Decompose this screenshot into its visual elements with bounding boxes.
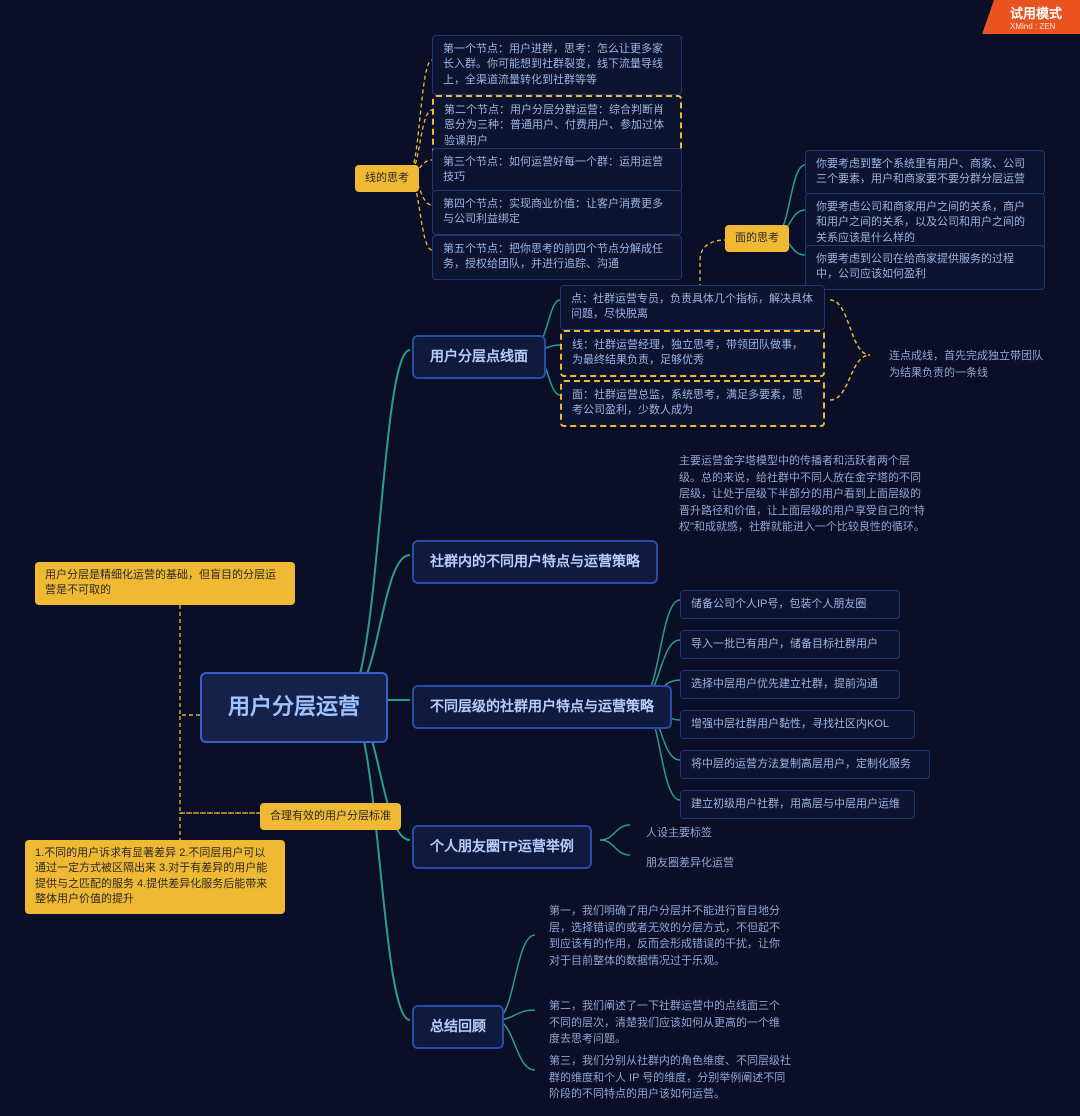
m1-label: 你要考虑到整个系统里有用户、商家、公司三个要素，用户和商家要不要分群分层运营 [816, 158, 1025, 185]
detail-p2[interactable]: 线：社群运营经理，独立思考，带领团队做事，为最终结果负责，足够优秀 [560, 330, 825, 377]
s3-2-label: 导入一批已有用户，储备目标社群用户 [691, 638, 878, 650]
detail-s4-1: 人设主要标签 [632, 817, 726, 850]
y3-label: 1.不同的用户诉求有显著差异 2.不同层用户可以通过一定方式被区隔出来 3.对于… [35, 847, 267, 905]
detail-s3-2[interactable]: 导入一批已有用户，储备目标社群用户 [680, 630, 900, 659]
main4-label: 个人朋友圈TP运营举例 [430, 838, 574, 854]
detail-d5[interactable]: 第五个节点：把你思考的前四个节点分解成任务，授权给团队，并进行追踪、沟通 [432, 235, 682, 280]
d4-label: 第四个节点：实现商业价值：让客户消费更多与公司利益绑定 [443, 198, 663, 225]
detail-s4-2: 朋友圈差异化运营 [632, 847, 748, 880]
s3-1-label: 储备公司个人IP号，包装个人朋友圈 [691, 598, 866, 610]
root-node[interactable]: 用户分层运营 [200, 672, 388, 743]
y4-label: 连点成线，首先完成独立带团队为结果负责的一条线 [889, 350, 1043, 379]
detail-s3-5[interactable]: 将中层的运营方法复制高层用户，定制化服务 [680, 750, 930, 779]
detail-d3[interactable]: 第三个节点：如何运营好每一个群：运用运营技巧 [432, 148, 682, 193]
s4-2-label: 朋友圈差异化运营 [646, 857, 734, 869]
d3-label: 第三个节点：如何运营好每一个群：运用运营技巧 [443, 156, 663, 183]
main-node-2[interactable]: 社群内的不同用户特点与运营策略 [412, 540, 658, 584]
main5-label: 总结回顾 [430, 1018, 486, 1034]
s3-4-label: 增强中层社群用户黏性，寻找社区内KOL [691, 718, 889, 730]
detail-s3-3[interactable]: 选择中层用户优先建立社群，提前沟通 [680, 670, 900, 699]
detail-s5-1: 第一，我们明确了用户分层并不能进行盲目地分层，选择错误的或者无效的分层方式，不但… [535, 895, 800, 977]
x2-label: 面的思考 [735, 232, 779, 244]
d2-label: 第二个节点：用户分层分群运营：综合判断肖恩分为三种：普通用户、付费用户、参加过体… [444, 104, 664, 147]
s3-6-label: 建立初级用户社群，用高层与中层用户运维 [691, 798, 900, 810]
trial-mode-badge: 试用模式 XMind : ZEN [982, 0, 1080, 34]
s3-3-label: 选择中层用户优先建立社群，提前沟通 [691, 678, 878, 690]
detail-s3-6[interactable]: 建立初级用户社群，用高层与中层用户运维 [680, 790, 915, 819]
yellow-line-thinking[interactable]: 线的思考 [355, 165, 419, 192]
s5-1-label: 第一，我们明确了用户分层并不能进行盲目地分层，选择错误的或者无效的分层方式，不但… [549, 905, 780, 967]
trial-title: 试用模式 [1010, 6, 1062, 21]
s5-2-label: 第二，我们阐述了一下社群运营中的点线面三个不同的层次，清楚我们应该如何从更高的一… [549, 1000, 780, 1045]
y2-label: 合理有效的用户分层标准 [270, 810, 391, 822]
detail-d4[interactable]: 第四个节点：实现商业价值：让客户消费更多与公司利益绑定 [432, 190, 682, 235]
yellow-note-y3[interactable]: 1.不同的用户诉求有显著差异 2.不同层用户可以通过一定方式被区隔出来 3.对于… [25, 840, 285, 914]
detail-d1[interactable]: 第一个节点：用户进群，思考：怎么让更多家长入群。你可能想到社群裂变，线下流量导线… [432, 35, 682, 95]
detail-s2-1: 主要运营金字塔模型中的传播者和活跃者两个层级。总的来说，给社群中不同人放在金字塔… [665, 445, 940, 544]
s3-5-label: 将中层的运营方法复制高层用户，定制化服务 [691, 758, 911, 770]
yellow-note-y1[interactable]: 用户分层是精细化运营的基础，但盲目的分层运营是不可取的 [35, 562, 295, 605]
m2-label: 你要考虑公司和商家用户之间的关系，商户和用户之间的关系，以及公司和用户之间的关系… [816, 201, 1025, 244]
detail-p3[interactable]: 面：社群运营总监，系统思考，满足多要素，思考公司盈利，少数人成为 [560, 380, 825, 427]
m3-label: 你要考虑到公司在给商家提供服务的过程中，公司应该如何盈利 [816, 253, 1014, 280]
main2-label: 社群内的不同用户特点与运营策略 [430, 553, 640, 569]
main-node-1[interactable]: 用户分层点线面 [412, 335, 546, 379]
s5-3-label: 第三，我们分别从社群内的角色维度、不同层级社群的维度和个人 IP 号的维度，分别… [549, 1055, 791, 1100]
detail-s3-1[interactable]: 储备公司个人IP号，包装个人朋友圈 [680, 590, 900, 619]
main1-label: 用户分层点线面 [430, 348, 528, 364]
detail-m3[interactable]: 你要考虑到公司在给商家提供服务的过程中，公司应该如何盈利 [805, 245, 1045, 290]
detail-m1[interactable]: 你要考虑到整个系统里有用户、商家、公司三个要素，用户和商家要不要分群分层运营 [805, 150, 1045, 195]
note-y4: 连点成线，首先完成独立带团队为结果负责的一条线 [875, 340, 1060, 389]
detail-s5-3: 第三，我们分别从社群内的角色维度、不同层级社群的维度和个人 IP 号的维度，分别… [535, 1045, 810, 1111]
main-node-5[interactable]: 总结回顾 [412, 1005, 504, 1049]
d5-label: 第五个节点：把你思考的前四个节点分解成任务，授权给团队，并进行追踪、沟通 [443, 243, 663, 270]
main3-label: 不同层级的社群用户特点与运营策略 [430, 698, 654, 714]
x1-label: 线的思考 [365, 172, 409, 184]
root-label: 用户分层运营 [228, 694, 360, 719]
detail-s3-4[interactable]: 增强中层社群用户黏性，寻找社区内KOL [680, 710, 915, 739]
yellow-face-thinking[interactable]: 面的思考 [725, 225, 789, 252]
p3-label: 面：社群运营总监，系统思考，满足多要素，思考公司盈利，少数人成为 [572, 389, 803, 416]
s2-1-label: 主要运营金字塔模型中的传播者和活跃者两个层级。总的来说，给社群中不同人放在金字塔… [679, 455, 925, 533]
y1-label: 用户分层是精细化运营的基础，但盲目的分层运营是不可取的 [45, 569, 276, 596]
p1-label: 点：社群运营专员，负责具体几个指标，解决具体问题，尽快脱离 [571, 293, 813, 320]
detail-p1[interactable]: 点：社群运营专员，负责具体几个指标，解决具体问题，尽快脱离 [560, 285, 825, 330]
main-node-4[interactable]: 个人朋友圈TP运营举例 [412, 825, 592, 869]
trial-sub: XMind : ZEN [1010, 22, 1062, 32]
p2-label: 线：社群运营经理，独立思考，带领团队做事，为最终结果负责，足够优秀 [572, 339, 803, 366]
main-node-3[interactable]: 不同层级的社群用户特点与运营策略 [412, 685, 672, 729]
d1-label: 第一个节点：用户进群，思考：怎么让更多家长入群。你可能想到社群裂变，线下流量导线… [443, 43, 663, 86]
s4-1-label: 人设主要标签 [646, 827, 712, 839]
yellow-note-y2[interactable]: 合理有效的用户分层标准 [260, 803, 401, 830]
